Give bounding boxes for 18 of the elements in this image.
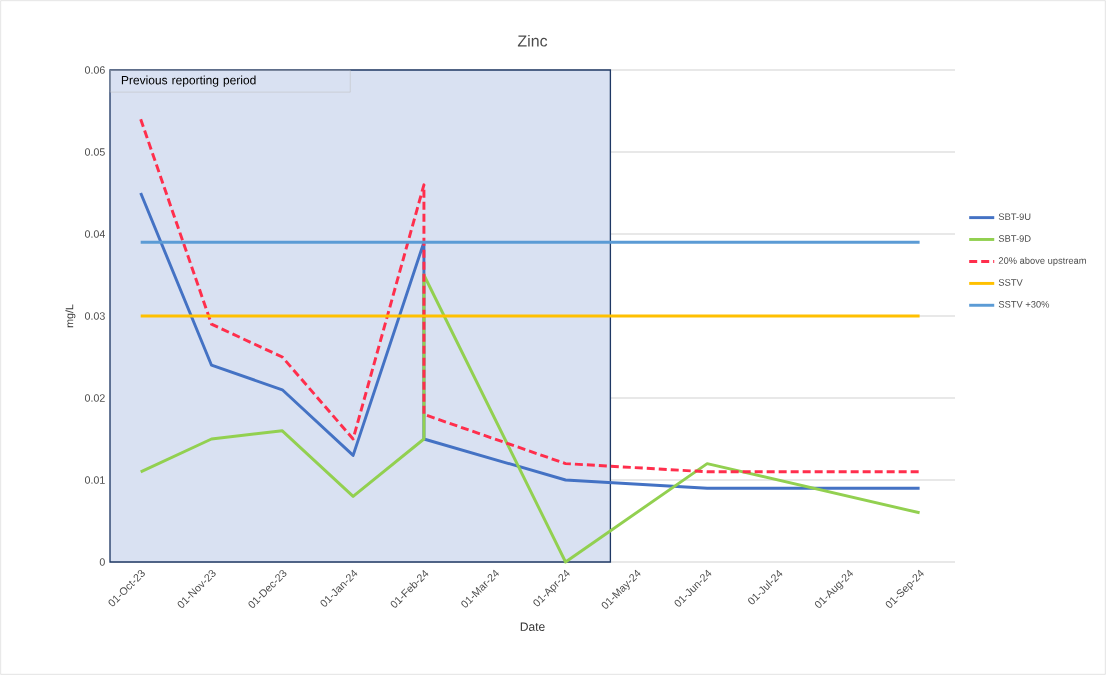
y-axis-title: mg/L	[65, 304, 76, 328]
line-series	[139, 273, 922, 564]
y-tick-label: 0.06	[84, 66, 105, 74]
y-tick-label: 0.04	[84, 230, 105, 238]
legend-label: SSTV +30%	[998, 301, 1050, 308]
legend-label: 20% above upstream	[998, 257, 1086, 266]
y-tick-label: 0.01	[84, 476, 105, 484]
legend-label: SSTV	[998, 279, 1023, 286]
chart-title: Zinc	[517, 34, 548, 47]
legend-label: SBT-9D	[998, 235, 1031, 242]
legend-label: SBT-9U	[998, 213, 1031, 220]
x-axis-title: Date	[520, 622, 545, 631]
y-tick-label: 0.05	[84, 148, 105, 156]
y-tick-label: 0.02	[84, 394, 105, 402]
line-series	[139, 117, 922, 474]
band-label: Previous reporting period	[121, 75, 256, 87]
y-tick-label: 0.03	[84, 312, 105, 320]
y-tick-label: 0	[99, 558, 105, 566]
